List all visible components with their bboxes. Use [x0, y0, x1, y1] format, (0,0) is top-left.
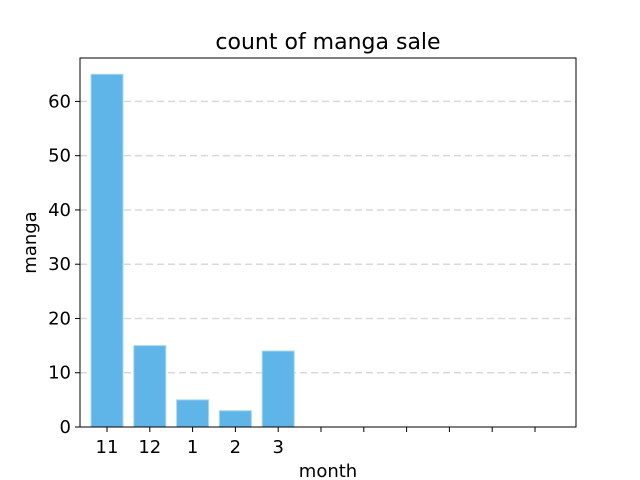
y-axis: 0 10 20 30 40 50 60 — [48, 91, 80, 438]
y-tick-label: 40 — [48, 200, 71, 221]
y-grid — [80, 100, 576, 374]
y-tick-label: 10 — [48, 363, 71, 384]
x-tick-label: 11 — [96, 437, 119, 458]
y-tick-label: 30 — [48, 254, 71, 275]
chart-title: count of manga sale — [215, 30, 440, 55]
bar — [218, 410, 252, 428]
plot-frame — [79, 57, 577, 428]
y-axis-label: manga — [20, 211, 41, 273]
bar — [133, 345, 167, 428]
x-tick-label: 3 — [272, 437, 283, 458]
bar — [176, 399, 210, 428]
y-tick-label: 50 — [48, 146, 71, 167]
x-tick-label: 1 — [187, 437, 198, 458]
y-tick-label: 0 — [60, 417, 71, 438]
x-tick-label: 12 — [138, 437, 161, 458]
bars — [90, 73, 295, 428]
y-tick-label: 60 — [48, 91, 71, 112]
x-tick-label: 2 — [230, 437, 241, 458]
y-tick-label: 20 — [48, 308, 71, 329]
bar — [90, 73, 124, 428]
x-axis-label: month — [299, 461, 357, 480]
x-axis: 11 12 1 2 3 — [96, 427, 536, 458]
bar — [261, 350, 295, 428]
